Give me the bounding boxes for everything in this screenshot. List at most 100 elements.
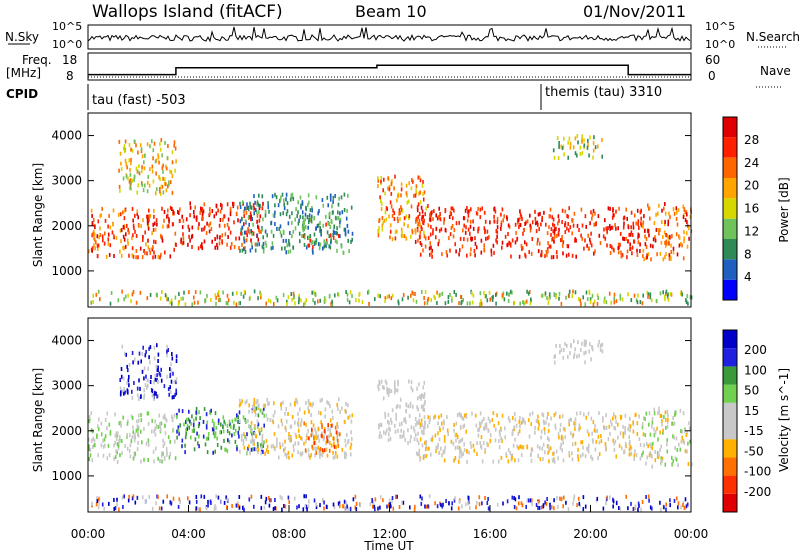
scatter-cell bbox=[206, 221, 208, 226]
scatter-cell bbox=[403, 417, 405, 422]
scatter-cell bbox=[358, 292, 361, 296]
scatter-cell bbox=[520, 243, 523, 248]
scatter-cell bbox=[473, 248, 476, 253]
scatter-cell bbox=[564, 342, 566, 346]
scatter-cell bbox=[159, 147, 162, 152]
scatter-cell bbox=[588, 432, 590, 437]
scatter-cell bbox=[649, 295, 651, 300]
scatter-cell bbox=[588, 349, 590, 354]
scatter-cell bbox=[337, 210, 339, 215]
scatter-cell bbox=[274, 506, 276, 511]
scatter-cell bbox=[213, 421, 215, 426]
scatter-cell bbox=[444, 301, 447, 306]
scatter-cell bbox=[435, 445, 438, 450]
scatter-cell bbox=[408, 181, 410, 186]
scatter-cell bbox=[118, 439, 120, 444]
scatter-cell bbox=[443, 434, 446, 439]
scatter-cell bbox=[490, 252, 493, 257]
range-tick-label: 3000 bbox=[51, 174, 82, 188]
scatter-cell bbox=[337, 292, 340, 297]
scatter-cell bbox=[534, 425, 536, 430]
scatter-cell bbox=[585, 415, 587, 420]
scatter-cell bbox=[612, 504, 614, 509]
scatter-cell bbox=[336, 226, 338, 231]
scatter-cell bbox=[235, 503, 238, 508]
scatter-cell bbox=[558, 435, 560, 440]
scatter-cell bbox=[640, 208, 642, 213]
scatter-cell bbox=[561, 238, 563, 243]
scatter-cell bbox=[146, 189, 149, 194]
scatter-cell bbox=[410, 204, 413, 209]
scatter-cell bbox=[550, 255, 553, 260]
scatter-cell bbox=[680, 241, 682, 246]
scatter-cell bbox=[348, 249, 350, 254]
colorbar-swatch bbox=[723, 279, 737, 300]
scatter-cell bbox=[496, 216, 499, 221]
scatter-cell bbox=[172, 427, 175, 432]
scatter-cell bbox=[201, 207, 204, 212]
scatter-cell bbox=[644, 242, 647, 247]
scatter-cell bbox=[209, 221, 212, 226]
scatter-cell bbox=[463, 413, 466, 418]
scatter-cell bbox=[142, 345, 144, 350]
scatter-cell bbox=[273, 432, 276, 437]
scatter-cell bbox=[388, 294, 390, 299]
scatter-cell bbox=[379, 505, 381, 510]
scatter-cell bbox=[343, 227, 346, 232]
scatter-cell bbox=[389, 235, 391, 240]
scatter-cell bbox=[656, 252, 658, 257]
scatter-cell bbox=[247, 215, 250, 219]
scatter-cell bbox=[245, 210, 248, 215]
scatter-cell bbox=[345, 452, 348, 457]
scatter-cell bbox=[319, 226, 321, 231]
scatter-cell bbox=[117, 431, 119, 436]
scatter-cell bbox=[629, 416, 631, 421]
scatter-cell bbox=[544, 254, 546, 259]
scatter-cell bbox=[195, 495, 198, 499]
scatter-cell bbox=[524, 420, 526, 425]
colorbar-tick-label: 200 bbox=[744, 343, 767, 357]
scatter-cell bbox=[602, 418, 604, 423]
scatter-cell bbox=[181, 225, 184, 230]
scatter-cell bbox=[502, 218, 504, 223]
scatter-cell bbox=[226, 449, 229, 454]
scatter-cell bbox=[305, 245, 308, 250]
scatter-cell bbox=[313, 216, 316, 221]
scatter-cell bbox=[407, 404, 409, 409]
scatter-cell bbox=[687, 462, 690, 466]
scatter-cell bbox=[397, 379, 399, 384]
scatter-cell bbox=[452, 441, 455, 446]
scatter-cell bbox=[416, 420, 418, 425]
power-ylabel: Slant Range [km] bbox=[31, 163, 45, 267]
scatter-cell bbox=[167, 435, 170, 440]
scatter-cell bbox=[127, 378, 130, 383]
scatter-cell bbox=[339, 211, 341, 216]
scatter-cell bbox=[176, 429, 178, 434]
scatter-cell bbox=[566, 214, 568, 218]
scatter-cell bbox=[405, 420, 407, 425]
scatter-cell bbox=[149, 360, 151, 365]
scatter-cell bbox=[574, 238, 576, 243]
scatter-cell bbox=[336, 240, 338, 245]
scatter-cell bbox=[418, 448, 421, 453]
scatter-cell bbox=[158, 175, 160, 180]
scatter-cell bbox=[410, 234, 412, 239]
colorbar-tick-label: -100 bbox=[744, 465, 771, 479]
scatter-cell bbox=[222, 217, 224, 222]
scatter-cell bbox=[567, 155, 569, 160]
scatter-cell bbox=[228, 226, 230, 231]
scatter-cell bbox=[428, 494, 431, 499]
scatter-cell bbox=[144, 230, 146, 235]
scatter-cell bbox=[244, 206, 246, 211]
scatter-cell bbox=[559, 422, 562, 427]
scatter-cell bbox=[250, 229, 252, 233]
scatter-cell bbox=[518, 429, 521, 434]
scatter-cell bbox=[197, 226, 200, 231]
scatter-cell bbox=[391, 293, 394, 298]
scatter-cell bbox=[262, 201, 264, 206]
scatter-cell bbox=[233, 220, 235, 225]
scatter-cell bbox=[267, 205, 269, 210]
scatter-cell bbox=[620, 250, 622, 255]
scatter-cell bbox=[632, 429, 635, 434]
scatter-cell bbox=[400, 187, 403, 192]
